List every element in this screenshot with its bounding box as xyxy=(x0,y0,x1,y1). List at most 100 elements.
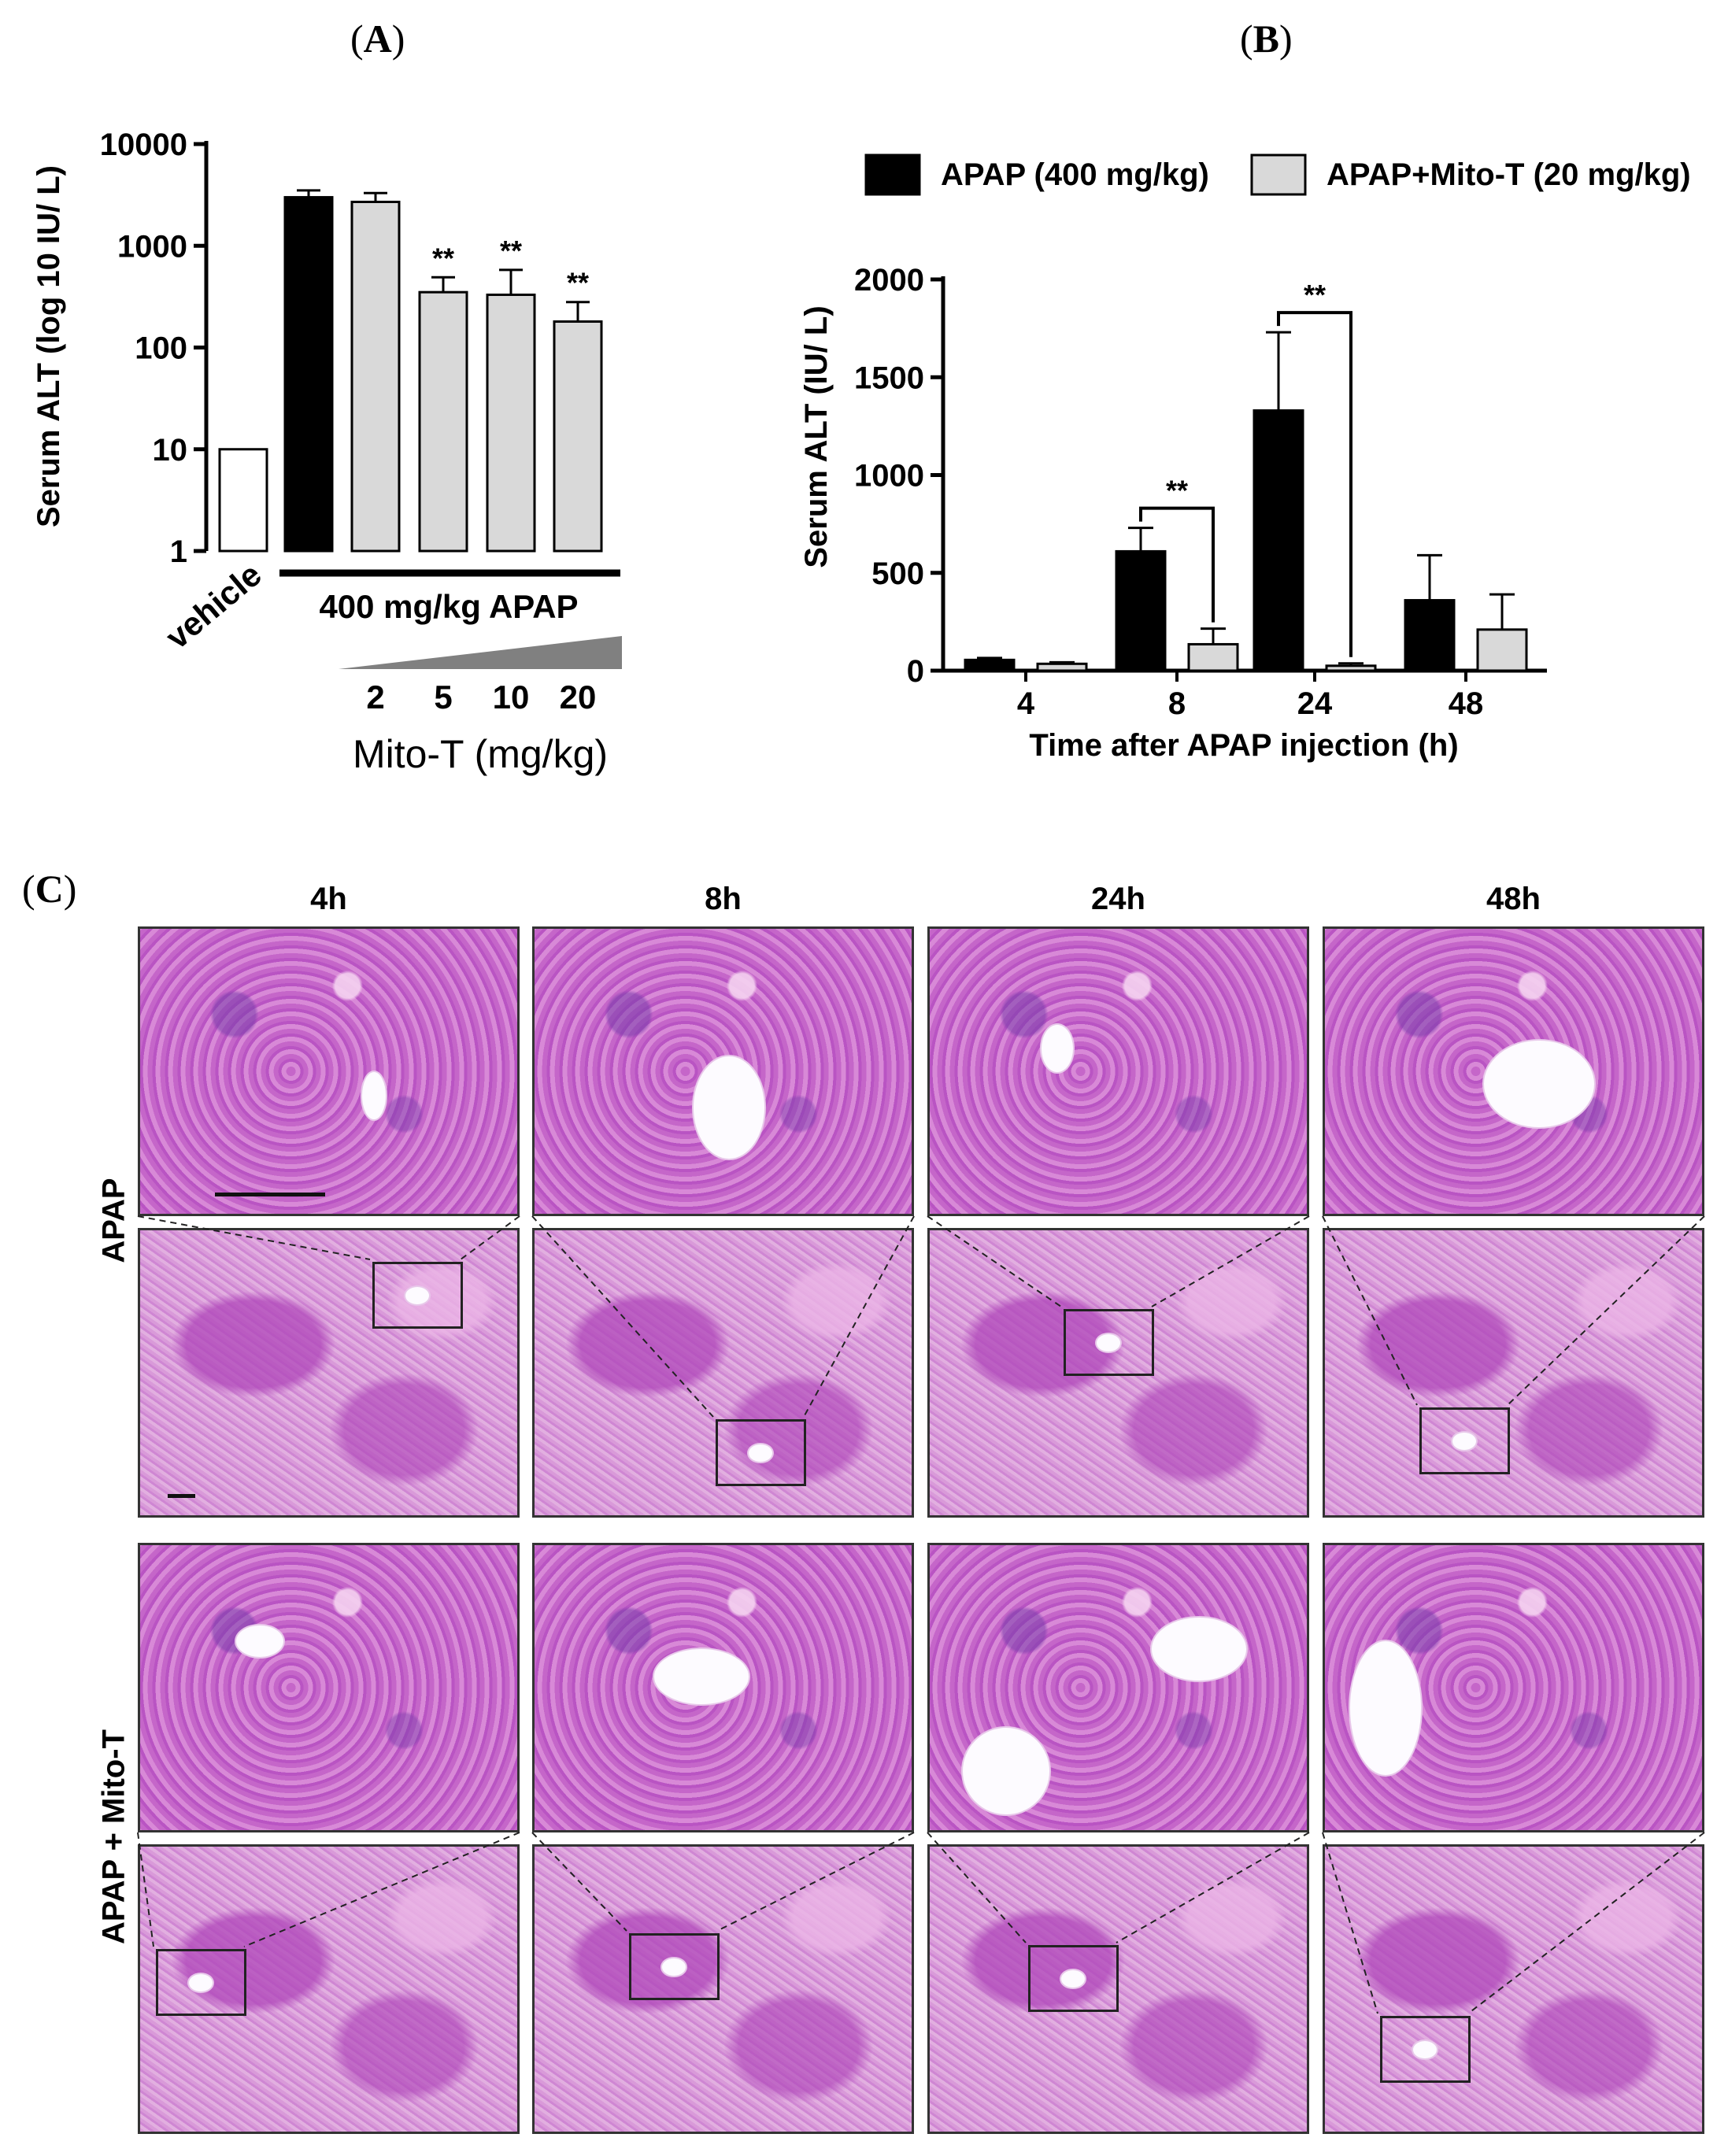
inset-box xyxy=(1419,1407,1510,1474)
inset-box xyxy=(1028,1945,1119,2012)
bar xyxy=(1115,549,1167,672)
micrograph-low-magnification xyxy=(1323,1844,1704,2134)
y-tick-label: 1000 xyxy=(854,459,924,494)
bar xyxy=(1036,662,1088,672)
x-tick-label: 4 xyxy=(1017,686,1035,721)
panel-b-label: (B) xyxy=(1240,17,1293,61)
micrograph-high-magnification xyxy=(927,926,1309,1216)
inset-box xyxy=(629,1933,720,2000)
column-header: 8h xyxy=(705,882,742,916)
x-tick-label: 8 xyxy=(1168,686,1186,721)
micrograph-high-magnification xyxy=(927,1543,1309,1832)
x-tick-label: 5 xyxy=(434,679,452,716)
row-label: APAP + Mito-T xyxy=(96,1729,131,1944)
panel-a-label: (A) xyxy=(350,17,405,61)
row-label: APAP xyxy=(96,1177,131,1263)
x-tick-label: 10 xyxy=(493,679,530,716)
inset-box xyxy=(1064,1309,1154,1376)
bar xyxy=(1404,599,1456,672)
vessel-lumen xyxy=(660,1957,687,1977)
scale-bar xyxy=(215,1193,325,1196)
significance-marker: ** xyxy=(567,267,589,299)
y-tick-label: 100 xyxy=(135,331,187,366)
y-tick-label: 1000 xyxy=(117,229,187,264)
micrograph-low-magnification xyxy=(138,1844,520,2134)
bar xyxy=(283,196,334,553)
bar xyxy=(1476,628,1528,672)
column-header: 48h xyxy=(1486,882,1541,916)
significance-bracket xyxy=(1277,311,1352,657)
significance-marker: ** xyxy=(1166,475,1188,507)
y-tick-label: 10000 xyxy=(100,128,187,162)
inset-box xyxy=(156,1949,246,2016)
micrograph-high-magnification xyxy=(1323,926,1704,1216)
y-tick-label: 1500 xyxy=(854,361,924,395)
bar xyxy=(1325,664,1377,672)
micrograph-low-magnification xyxy=(138,1228,520,1518)
vessel-lumen xyxy=(1060,1969,1086,1989)
vessel-lumen xyxy=(187,1973,214,1993)
bar xyxy=(486,293,536,553)
micrograph-low-magnification xyxy=(532,1228,914,1518)
vessel-lumen xyxy=(653,1648,750,1706)
y-tick-label: 2000 xyxy=(854,263,924,298)
micrograph-high-magnification xyxy=(138,926,520,1216)
chart-b: APAP (400 mg/kg) APAP+Mito-T (20 mg/kg) 0 5… xyxy=(799,153,1691,763)
vessel-lumen xyxy=(1451,1431,1478,1452)
vessel-lumen xyxy=(1349,1640,1423,1777)
x-axis-label: Mito-T (mg/kg) xyxy=(353,732,608,776)
significance-bracket xyxy=(1139,506,1215,623)
micrograph-low-magnification xyxy=(927,1228,1309,1518)
vessel-lumen xyxy=(692,1055,766,1160)
y-tick-label: 500 xyxy=(871,557,924,591)
vessel-lumen xyxy=(747,1443,774,1463)
inset-box xyxy=(372,1262,463,1329)
y-tick-label: 0 xyxy=(907,654,924,689)
bar xyxy=(1253,409,1304,672)
y-axis-label: Serum ALT (IU/ L) xyxy=(799,305,834,568)
vessel-lumen xyxy=(361,1071,387,1121)
x-tick-label: 2 xyxy=(366,679,384,716)
column-header: 4h xyxy=(310,882,347,916)
vessel-lumen xyxy=(961,1726,1051,1816)
significance-marker: ** xyxy=(1304,279,1326,311)
x-tick-label: 24 xyxy=(1297,686,1333,721)
scale-bar xyxy=(168,1494,195,1498)
x-axis-label: Time after APAP injection (h) xyxy=(1029,728,1458,763)
legend-swatch xyxy=(1250,153,1307,196)
vessel-lumen xyxy=(1040,1023,1075,1074)
inset-box xyxy=(1380,2016,1471,2083)
legend-label: APAP+Mito-T (20 mg/kg) xyxy=(1327,157,1691,192)
bar xyxy=(218,448,268,553)
vessel-lumen xyxy=(1482,1039,1596,1129)
micrograph-high-magnification xyxy=(138,1543,520,1832)
vehicle-label: vehicle xyxy=(158,556,268,656)
x-tick-label: 48 xyxy=(1449,686,1484,721)
y-axis-label: Serum ALT (log 10 IU/ L) xyxy=(31,165,66,527)
dose-wedge xyxy=(339,636,622,669)
micrograph-high-magnification xyxy=(532,1543,914,1832)
micrograph-low-magnification xyxy=(532,1844,914,2134)
micrograph-high-magnification xyxy=(1323,1543,1704,1832)
vessel-lumen xyxy=(235,1624,285,1659)
vessel-lumen xyxy=(1150,1616,1248,1682)
vessel-lumen xyxy=(404,1285,431,1306)
group-label: 400 mg/kg APAP xyxy=(319,588,578,625)
vessel-lumen xyxy=(1412,2040,1438,2060)
legend-swatch xyxy=(864,153,921,196)
x-tick-label: 20 xyxy=(560,679,597,716)
legend-label: APAP (400 mg/kg) xyxy=(941,157,1209,192)
bar xyxy=(418,290,468,553)
micrograph-low-magnification xyxy=(1323,1228,1704,1518)
significance-marker: ** xyxy=(432,242,454,274)
bar xyxy=(1187,642,1239,672)
bar xyxy=(553,320,603,553)
y-tick-label: 10 xyxy=(153,433,188,468)
micrograph-low-magnification xyxy=(927,1844,1309,2134)
column-header: 24h xyxy=(1091,882,1145,916)
bar xyxy=(350,200,401,553)
inset-box xyxy=(716,1419,806,1486)
panel-c-label: (C) xyxy=(22,867,77,911)
vessel-lumen xyxy=(1095,1333,1122,1353)
significance-marker: ** xyxy=(500,235,522,267)
